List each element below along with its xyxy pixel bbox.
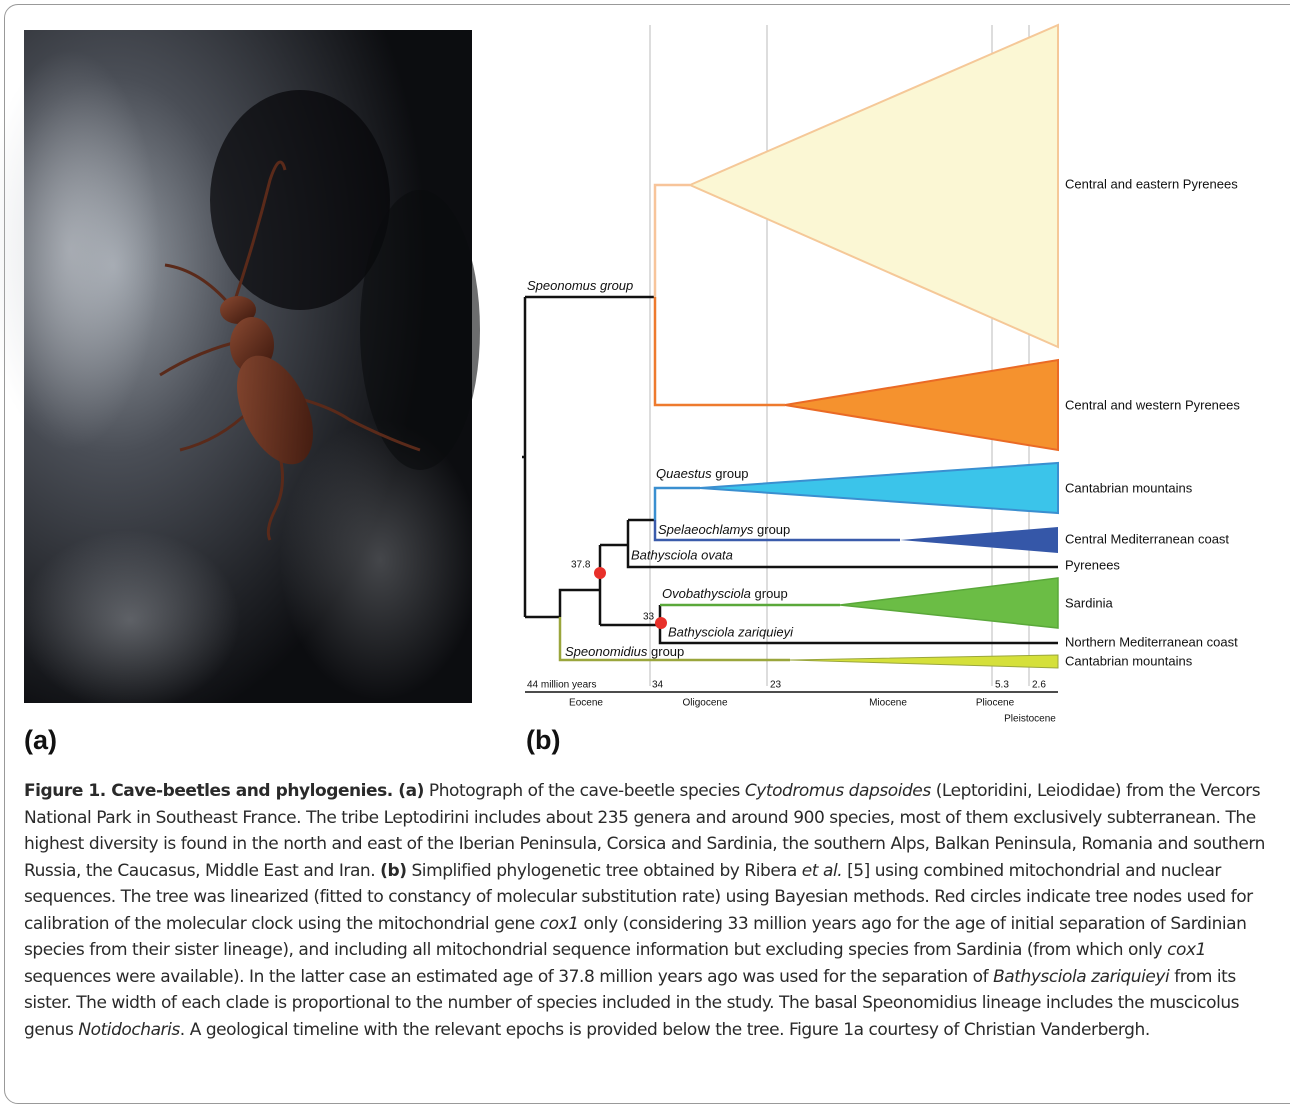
- rank: group: [600, 278, 633, 293]
- species-label: Bathysciola ovata: [631, 547, 733, 562]
- epoch-label: Pliocene: [976, 698, 1015, 709]
- taxon: Spelaeochlamys: [658, 522, 754, 537]
- page: Speonomus group Quaestus group Spelaeoch…: [0, 0, 1290, 1077]
- caption-run: Cytodromus dapsoides: [745, 781, 931, 801]
- group-label: Ovobathysciola group: [662, 586, 788, 601]
- calibration-node: [655, 617, 667, 629]
- group-label: Speonomus group: [527, 278, 633, 293]
- time-tick: 44 million years: [527, 680, 596, 691]
- caption-run: Notidocharis: [78, 1020, 179, 1040]
- panel-label: (b): [526, 725, 560, 755]
- node-age: 37.8: [571, 560, 591, 571]
- clade: [900, 527, 1058, 553]
- clade: [690, 25, 1058, 347]
- taxon: Speonomus: [527, 278, 597, 293]
- taxon: Speonomidius: [565, 644, 648, 659]
- caption-run: cox1: [1167, 940, 1206, 960]
- caption-run: Photograph of the cave-beetle species: [424, 781, 745, 801]
- epoch-label: Miocene: [869, 698, 907, 709]
- species-label: Bathysciola zariquieyi: [668, 624, 794, 639]
- taxon: Quaestus: [656, 466, 712, 481]
- caption-run: et al.: [802, 861, 842, 881]
- panel-label: (a): [24, 725, 57, 755]
- node-age: 33: [643, 612, 655, 623]
- rank: group: [757, 522, 790, 537]
- photo: [0, 30, 480, 710]
- region-label: Cantabrian mountains: [1065, 653, 1193, 668]
- caption-run: cox1: [540, 914, 579, 934]
- caption-run: Simplified phylogenetic tree obtained by…: [407, 861, 802, 881]
- caption-run: sequences were available). In the latter…: [24, 967, 993, 987]
- group-label: Quaestus group: [656, 466, 749, 481]
- caption-title: Figure 1. Cave-beetles and phylogenies.: [24, 781, 393, 801]
- group-label: Spelaeochlamys group: [658, 522, 790, 537]
- region-label: Northern Mediterranean coast: [1065, 634, 1238, 649]
- clade: [790, 655, 1058, 668]
- clade: [785, 360, 1058, 450]
- caption: Figure 1. Cave-beetles and phylogenies. …: [24, 778, 1274, 1043]
- caption-run: (b): [380, 861, 406, 881]
- region-label: Central and western Pyrenees: [1065, 397, 1240, 412]
- region-label: Central Mediterranean coast: [1065, 531, 1229, 546]
- time-tick: 5.3: [995, 680, 1009, 691]
- region-label: Cantabrian mountains: [1065, 480, 1193, 495]
- caption-run: (a): [393, 781, 424, 801]
- figure: Speonomus group Quaestus group Spelaeoch…: [0, 0, 1290, 760]
- caption-run: . A geological timeline with the relevan…: [180, 1020, 1150, 1040]
- time-tick: 34: [652, 680, 664, 691]
- region-label: Sardinia: [1065, 595, 1113, 610]
- rank: group: [755, 586, 788, 601]
- region-label: Pyrenees: [1065, 557, 1120, 572]
- rank: group: [651, 644, 684, 659]
- epoch-label: Pleistocene: [1004, 714, 1056, 725]
- rank: group: [715, 466, 748, 481]
- caption-run: Bathysciola zariquieyi: [993, 967, 1169, 987]
- epoch-label: Oligocene: [682, 698, 727, 709]
- epoch-label: Eocene: [569, 698, 603, 709]
- time-tick: 2.6: [1032, 680, 1046, 691]
- calibration-node: [594, 567, 606, 579]
- time-tick: 23: [770, 680, 782, 691]
- clade: [700, 463, 1058, 513]
- region-label: Central and eastern Pyrenees: [1065, 176, 1238, 191]
- clade: [840, 578, 1058, 628]
- group-label: Speonomidius group: [565, 644, 684, 659]
- taxon: Ovobathysciola: [662, 586, 751, 601]
